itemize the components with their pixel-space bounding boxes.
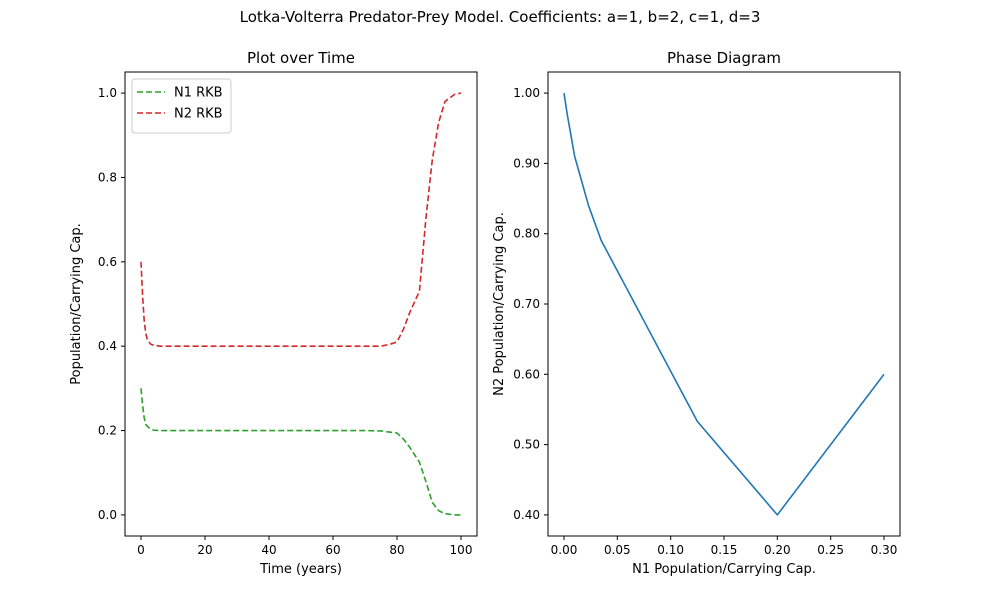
- x-tick-label: 60: [325, 543, 340, 557]
- y-tick-label: 0.40: [513, 508, 540, 522]
- chart-1: Plot over Time 0 20 40 60 80 100 0.0 0.2 0.4 0.6 0.…: [69, 49, 478, 577]
- series-line-1: [563, 92, 885, 516]
- x-tick-label: 40: [261, 543, 276, 557]
- y-tick-label: 0.2: [98, 424, 117, 438]
- x-axis-label: Time (years): [259, 562, 342, 577]
- y-tick-label: 0.6: [98, 255, 117, 269]
- series-line-n1-rkb: [140, 388, 461, 516]
- legend-label: N1 RKB: [174, 86, 223, 101]
- x-tick-label: 0.20: [764, 543, 791, 557]
- x-tick-label: 0.00: [551, 543, 578, 557]
- y-tick-label: 0.70: [513, 297, 540, 311]
- y-tick-label: 1.0: [98, 86, 117, 100]
- y-tick-label: 0.90: [513, 156, 540, 170]
- x-tick-label: 0: [137, 543, 145, 557]
- x-tick-label: 0.15: [711, 543, 738, 557]
- x-tick-label: 0.10: [657, 543, 684, 557]
- legend-label: N2 RKB: [174, 107, 223, 122]
- y-tick-label: 1.00: [513, 86, 540, 100]
- y-tick-label: 0.50: [513, 438, 540, 452]
- x-tick-label: 20: [197, 543, 212, 557]
- y-axis-label: Population/Carrying Cap.: [69, 223, 84, 385]
- x-tick-label: 0.25: [817, 543, 844, 557]
- y-tick-label: 0.4: [98, 339, 117, 353]
- chart-title: Plot over Time: [247, 49, 355, 67]
- x-tick-label: 100: [450, 543, 473, 557]
- chart-title: Phase Diagram: [667, 49, 781, 67]
- figure-title: Lotka-Volterra Predator-Prey Model. Coef…: [239, 8, 761, 26]
- plot-frame: [547, 71, 901, 537]
- x-axis-label: N1 Population/Carrying Cap.: [632, 562, 816, 577]
- series-line-n2-rkb: [140, 92, 462, 347]
- y-tick-label: 0.80: [513, 227, 540, 241]
- y-tick-label: 0.0: [98, 508, 117, 522]
- legend: N1 RKB N2 RKB: [131, 78, 232, 134]
- y-axis-label: N2 Population/Carrying Cap.: [492, 212, 507, 396]
- x-tick-label: 80: [389, 543, 404, 557]
- y-tick-label: 0.8: [98, 170, 117, 184]
- x-tick-label: 0.05: [604, 543, 631, 557]
- plot-frame: [124, 71, 478, 537]
- y-tick-label: 0.60: [513, 367, 540, 381]
- chart-2: Phase Diagram 0.00 0.05 0.10 0.15 0.20 0.25 0.3…: [492, 49, 901, 577]
- x-tick-label: 0.30: [871, 543, 898, 557]
